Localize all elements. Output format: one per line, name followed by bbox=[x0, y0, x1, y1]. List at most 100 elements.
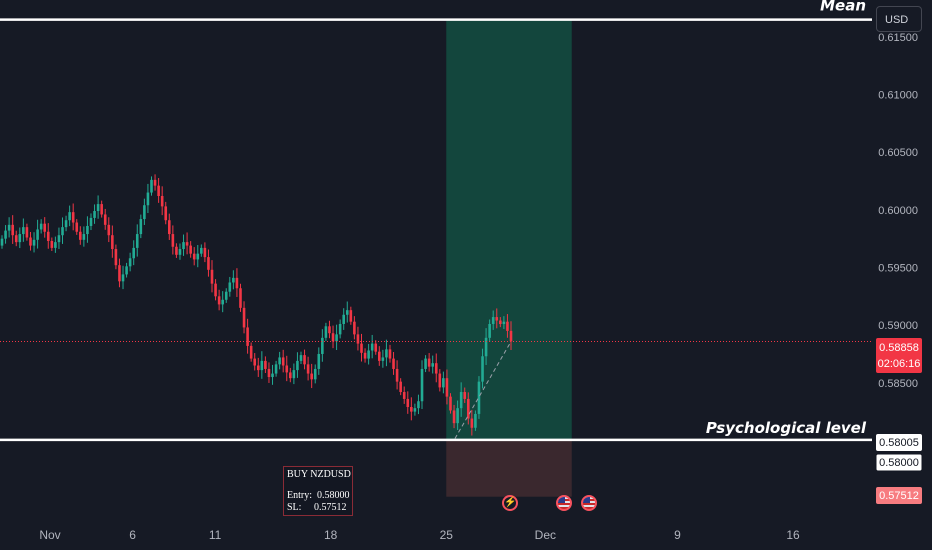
candle bbox=[296, 352, 299, 378]
candle-body bbox=[374, 343, 378, 352]
position-profit-zone[interactable] bbox=[446, 19, 572, 441]
price-axis[interactable]: 0.61500 0.61000 0.60500 0.60000 0.59500 0.590… bbox=[878, 32, 918, 448]
candle bbox=[64, 215, 68, 232]
candle-body bbox=[360, 343, 363, 353]
time-axis[interactable]: Nov 6 11 18 25 Dec 9 16 bbox=[39, 528, 800, 542]
candle-body bbox=[413, 408, 417, 412]
candle bbox=[360, 333, 363, 362]
bar-countdown: 02:06:16 bbox=[878, 358, 921, 370]
candle bbox=[452, 404, 456, 429]
time-tick-label: 9 bbox=[674, 528, 681, 542]
us-flag-icon[interactable] bbox=[581, 495, 597, 511]
candle bbox=[459, 382, 463, 417]
psych-price-value: 0.58005 bbox=[879, 437, 919, 449]
candle bbox=[353, 316, 356, 340]
candle bbox=[160, 186, 164, 216]
candle bbox=[86, 216, 89, 243]
candle-body bbox=[278, 357, 281, 365]
candle bbox=[495, 308, 499, 329]
candle bbox=[335, 324, 338, 351]
candle-body bbox=[57, 235, 61, 243]
candle bbox=[29, 231, 32, 251]
candle-body bbox=[125, 266, 128, 275]
us-flag-icon[interactable] bbox=[556, 495, 572, 511]
candle bbox=[185, 232, 189, 255]
candle-body bbox=[221, 299, 224, 305]
candle-body bbox=[192, 253, 196, 260]
candle bbox=[18, 227, 22, 249]
current-price-value: 0.58858 bbox=[879, 342, 919, 354]
candle-body bbox=[313, 368, 317, 380]
candle-body bbox=[54, 242, 57, 248]
candle bbox=[96, 195, 100, 219]
candle bbox=[470, 409, 474, 436]
candle bbox=[420, 360, 424, 410]
candle-body bbox=[324, 326, 328, 338]
candle bbox=[100, 200, 103, 218]
candle bbox=[239, 283, 242, 312]
candle-body bbox=[477, 381, 481, 414]
time-tick-label: 11 bbox=[209, 528, 222, 542]
candle-body bbox=[388, 349, 392, 359]
candle bbox=[68, 205, 71, 227]
candle-body bbox=[417, 401, 420, 409]
candle bbox=[445, 369, 449, 405]
position-loss-zone[interactable] bbox=[446, 440, 572, 497]
currency-unit-button[interactable]: USD bbox=[876, 6, 922, 32]
candle bbox=[82, 226, 86, 247]
candle bbox=[406, 391, 410, 414]
candle-body bbox=[463, 392, 467, 399]
candle bbox=[79, 226, 82, 245]
candle bbox=[367, 343, 370, 365]
candle bbox=[267, 362, 271, 383]
trade-note[interactable]: BUY NZDUSD Entry: 0.58000 SL: 0.57512 bbox=[283, 466, 353, 516]
candle-body bbox=[299, 355, 303, 361]
candle-body bbox=[0, 238, 4, 246]
candle bbox=[338, 319, 342, 339]
candle bbox=[488, 319, 491, 342]
candle bbox=[410, 397, 413, 421]
candle-body bbox=[153, 179, 157, 186]
candle-body bbox=[370, 343, 374, 351]
candle-body bbox=[399, 381, 402, 393]
candle-body bbox=[349, 310, 353, 322]
candle bbox=[299, 351, 303, 364]
candle bbox=[474, 410, 477, 431]
candle-body bbox=[488, 323, 491, 338]
candle bbox=[107, 217, 111, 243]
psychological-level-label: Psychological level bbox=[706, 419, 867, 437]
candle-body bbox=[150, 179, 153, 193]
price-tick-label: 0.61000 bbox=[878, 90, 918, 102]
candle bbox=[506, 314, 509, 338]
candle bbox=[388, 344, 392, 363]
candle-body bbox=[484, 337, 488, 357]
candle bbox=[356, 326, 360, 351]
candle-body bbox=[281, 357, 285, 366]
candle-body bbox=[381, 357, 385, 361]
candle-body bbox=[495, 317, 499, 321]
candle bbox=[331, 325, 335, 349]
candle bbox=[317, 347, 321, 375]
candle-body bbox=[128, 258, 132, 267]
candle-body bbox=[224, 291, 228, 300]
candle bbox=[214, 279, 217, 301]
candle-body bbox=[438, 373, 442, 388]
candle-body bbox=[395, 368, 399, 382]
candle-body bbox=[175, 246, 178, 255]
candle bbox=[132, 240, 135, 266]
candle-body bbox=[107, 224, 111, 236]
candle-body bbox=[452, 410, 456, 424]
candle-body bbox=[214, 283, 217, 297]
candle-body bbox=[424, 358, 427, 369]
candle bbox=[285, 355, 289, 382]
candle-body bbox=[160, 196, 164, 207]
candle-body bbox=[367, 350, 370, 359]
candle bbox=[178, 243, 182, 260]
entry-price-value: 0.58000 bbox=[879, 457, 919, 469]
candle-body bbox=[442, 378, 445, 388]
candle-body bbox=[139, 219, 143, 235]
lightning-icon[interactable]: ⚡ bbox=[502, 495, 518, 511]
candle-body bbox=[292, 370, 296, 379]
price-tick-label: 0.60000 bbox=[878, 205, 918, 217]
